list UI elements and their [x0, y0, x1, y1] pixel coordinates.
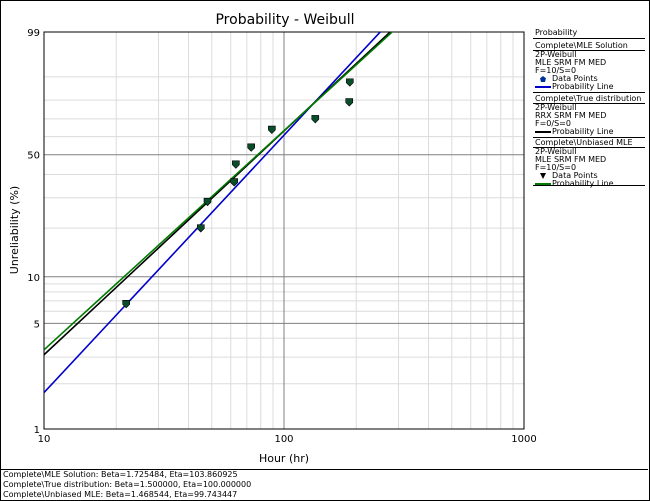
legend-block-mle: Complete\MLE Solution — [535, 42, 643, 50]
data-point — [232, 160, 240, 169]
triangle-marker-icon — [540, 173, 546, 179]
legend-model: 2P-Weibull — [535, 51, 577, 59]
line-swatch-icon — [535, 183, 551, 185]
legend-divider — [533, 147, 645, 148]
legend: Probability Complete\MLE Solution 2P-Wei… — [531, 29, 645, 189]
legend-counts: F=10/S=0 — [535, 164, 577, 172]
legend-divider — [533, 185, 645, 186]
legend-entry-data-points: Data Points — [535, 75, 643, 83]
legend-entry-probability-line: Probability Line — [535, 180, 643, 188]
legend-method: RRX SRM FM MED — [535, 112, 607, 120]
legend-block-title: Complete\True distribution — [535, 95, 642, 103]
data-point — [230, 178, 238, 187]
line-swatch-icon — [535, 131, 551, 133]
legend-block-unbiased: Complete\Unbiased MLE — [535, 139, 643, 147]
pentagon-marker-icon — [540, 76, 546, 82]
data-point — [247, 143, 255, 152]
data-point — [345, 98, 354, 107]
legend-divider — [533, 92, 645, 93]
legend-method: MLE SRM FM MED — [535, 59, 607, 67]
legend-entry-data-points: Data Points — [535, 172, 643, 180]
legend-block-true: Complete\True distribution — [535, 95, 643, 103]
x-tick-labels: 10 100 1000 — [38, 434, 537, 445]
y-tick-label: 10 — [27, 273, 40, 284]
legend-divider — [533, 137, 645, 138]
legend-divider — [533, 50, 645, 51]
x-tick-label: 1000 — [511, 434, 536, 445]
data-point — [122, 300, 130, 309]
data-point — [196, 224, 205, 233]
footer-line-mle: Complete\MLE Solution: Beta=1.725484, Et… — [3, 470, 238, 479]
probability-line — [44, 32, 382, 394]
y-tick-labels: 1 5 10 50 99 — [27, 28, 40, 436]
data-point — [345, 78, 354, 87]
legend-model: 2P-Weibull — [535, 104, 577, 112]
legend-divider — [533, 103, 645, 104]
legend-block-title: Complete\Unbiased MLE — [535, 139, 633, 147]
y-tick-label: 5 — [34, 319, 40, 330]
plot-area-border — [43, 31, 525, 430]
x-axis-label: Hour (hr) — [259, 452, 309, 465]
y-tick-label: 50 — [27, 151, 40, 162]
footer-line-true: Complete\True distribution: Beta=1.50000… — [3, 480, 252, 489]
legend-block-title: Complete\MLE Solution — [535, 42, 628, 50]
legend-header: Probability — [535, 29, 578, 37]
data-point — [203, 197, 212, 207]
data-point — [311, 115, 320, 124]
legend-method: MLE SRM FM MED — [535, 156, 607, 164]
legend-divider — [533, 38, 645, 39]
x-tick-label: 100 — [274, 434, 293, 445]
legend-entry-probability-line: Probability Line — [535, 83, 643, 91]
legend-counts: F=10/S=0 — [535, 67, 577, 75]
legend-counts: F=0/S=0 — [535, 120, 571, 128]
probability-line — [44, 32, 394, 351]
footer-line-unbiased: Complete\Unbiased MLE: Beta=1.468544, Et… — [3, 490, 238, 499]
legend-model: 2P-Weibull — [535, 148, 577, 156]
data-points — [122, 78, 354, 309]
y-axis-label: Unreliability (%) — [8, 186, 21, 274]
y-tick-label: 99 — [27, 28, 40, 39]
x-tick-label: 10 — [38, 434, 51, 445]
legend-entry-probability-line: Probability Line — [535, 128, 643, 136]
chart-title: Probability - Weibull — [215, 12, 354, 28]
line-swatch-icon — [535, 86, 551, 88]
data-point — [268, 125, 276, 134]
results-footer: Complete\MLE Solution: Beta=1.725484, Et… — [0, 469, 648, 500]
probability-lines — [44, 32, 394, 394]
y-tick-label: 1 — [34, 425, 40, 436]
